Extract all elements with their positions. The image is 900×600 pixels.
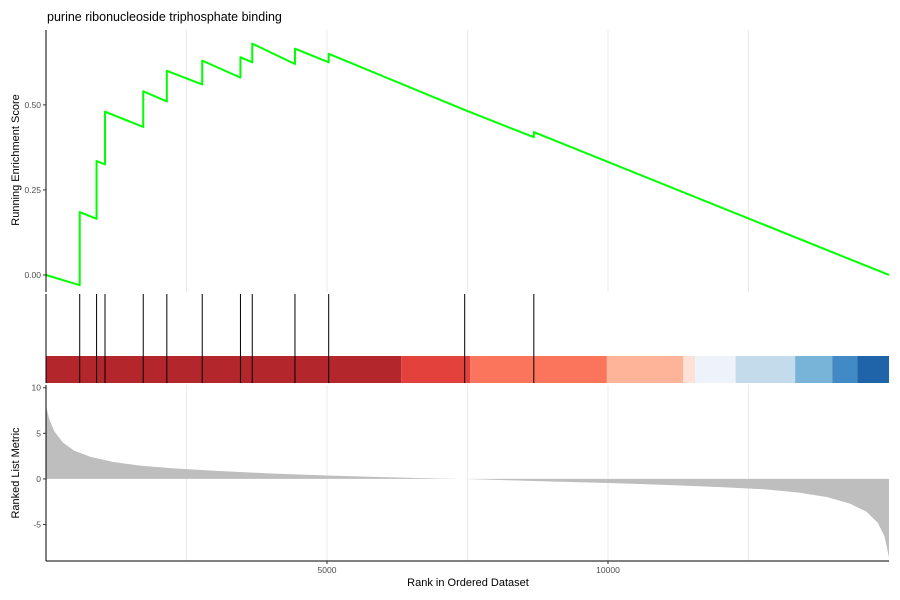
y-axis-label-metric: Ranked List Metric bbox=[10, 427, 22, 519]
ranked-metric-area bbox=[46, 405, 889, 558]
y-axis-label-enrichment: Running Enrichment Score bbox=[10, 94, 22, 225]
heat-band bbox=[832, 356, 858, 383]
x-tick-label: 5000 bbox=[318, 565, 337, 575]
heat-band bbox=[401, 356, 471, 383]
heat-band bbox=[735, 356, 796, 383]
axis-layer: 0.00 0.25 0.50 10 5 0 -5 5000 10000 bbox=[24, 30, 889, 575]
heat-band bbox=[606, 356, 684, 383]
y-tick-label-bottom: 10 bbox=[32, 383, 42, 393]
hit-ticks bbox=[79, 294, 535, 383]
y-tick-label-top: 0.00 bbox=[24, 270, 41, 280]
heat-band bbox=[683, 356, 696, 383]
y-tick-label-bottom: -5 bbox=[33, 520, 41, 530]
heat-band bbox=[795, 356, 833, 383]
ranked-metric-fill bbox=[46, 405, 889, 558]
x-tick-label: 10000 bbox=[596, 565, 620, 575]
rank-heat-strip bbox=[46, 356, 889, 383]
enrichment-score-line bbox=[45, 42, 890, 287]
y-tick-label-bottom: 0 bbox=[36, 474, 41, 484]
heat-band bbox=[470, 356, 607, 383]
heat-band bbox=[46, 356, 402, 383]
heat-band bbox=[857, 356, 889, 383]
y-tick-label-top: 0.25 bbox=[24, 185, 41, 195]
enrichment-line-layer bbox=[45, 42, 890, 287]
x-axis-label: Rank in Ordered Dataset bbox=[407, 577, 529, 589]
grid-layer bbox=[186, 30, 749, 561]
y-tick-label-top: 0.50 bbox=[24, 100, 41, 110]
y-tick-label-bottom: 5 bbox=[36, 428, 41, 438]
heat-band bbox=[695, 356, 736, 383]
chart-title: purine ribonucleoside triphosphate bindi… bbox=[47, 10, 282, 24]
